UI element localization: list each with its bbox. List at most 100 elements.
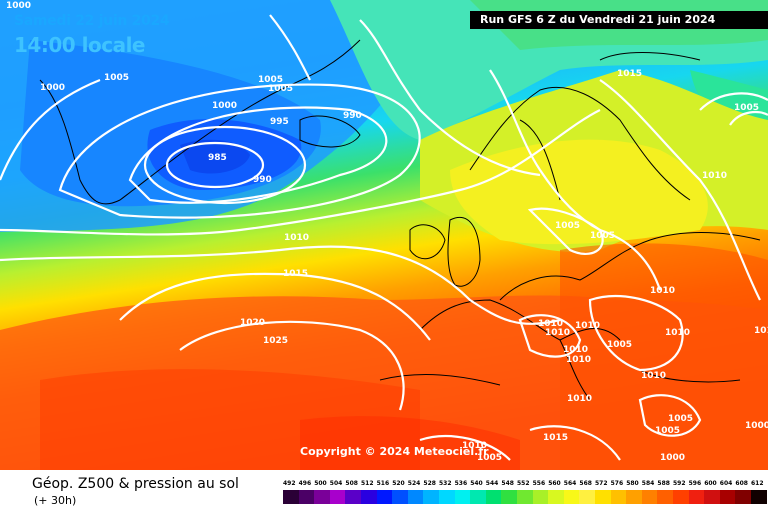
scale-color-cell (704, 490, 720, 504)
scale-value-label: 576 (610, 480, 624, 487)
scale-color-cell (563, 490, 580, 504)
weather-map: 1000 1005 1005 1005 1000 1000 985 990 99… (0, 0, 768, 470)
isobar-label: 1010 (641, 371, 666, 381)
isobar-label: 1010 (563, 345, 588, 355)
isobar-label: 1000 (6, 1, 31, 11)
scale-color-cell (485, 490, 502, 504)
scale-value-label: 560 (548, 480, 561, 487)
scale-color-cell (392, 490, 408, 504)
forecast-offset: (+ 30h) (34, 494, 77, 507)
isobar-label: 1025 (263, 336, 288, 346)
isobar-label: 1005 (668, 414, 693, 424)
scale-color-cell (548, 490, 564, 504)
isobar-label: 1005 (258, 75, 283, 85)
scale-color-cell (361, 490, 377, 504)
scale-value-label: 600 (704, 480, 717, 487)
scale-color-cell (610, 490, 627, 504)
scale-color-cell (751, 490, 767, 504)
scale-color-cell (454, 490, 471, 504)
forecast-time: 14:00 locale (14, 33, 146, 57)
scale-value-label: 528 (423, 480, 436, 487)
isobar-label: 1015 (617, 69, 642, 79)
scale-color-cell (439, 490, 455, 504)
isobar-label: 1020 (240, 318, 265, 328)
isobar-label: 1015 (543, 433, 568, 443)
scale-color-cell (314, 490, 330, 504)
scale-color-cell (329, 490, 346, 504)
copyright: Copyright © 2024 Meteociel.fr (300, 445, 489, 458)
run-info: Run GFS 6 Z du Vendredi 21 juin 2024 (470, 11, 768, 29)
scale-value-label: 596 (688, 480, 702, 487)
isobar-label: 1010 (754, 326, 768, 336)
isobar-label: 990 (343, 111, 362, 121)
scale-value-label: 532 (439, 480, 452, 487)
scale-color-cell (470, 490, 486, 504)
scale-value-label: 592 (673, 480, 686, 487)
scale-value-label: 568 (579, 480, 592, 487)
scale-value-label: 492 (283, 480, 296, 487)
isobar-label: 1005 (268, 84, 293, 94)
scale-value-label: 516 (376, 480, 390, 487)
isobar-label: 1010 (575, 321, 600, 331)
scale-color-cell (735, 490, 751, 504)
scale-color-cell (532, 490, 549, 504)
scale-value-label: 572 (595, 480, 608, 487)
isobar-label: 990 (253, 175, 272, 185)
isobar-label: 1010 (462, 441, 487, 451)
scale-value-label: 580 (626, 480, 639, 487)
scale-color-cell (719, 490, 736, 504)
scale-color-cell (501, 490, 517, 504)
scale-value-label: 588 (657, 480, 670, 487)
isobar-label: 1005 (655, 426, 680, 436)
isobar-label: 1015 (283, 269, 308, 279)
isobar-label: 985 (208, 153, 227, 163)
scale-value-label: 564 (563, 480, 577, 487)
isobar-label: 1005 (590, 231, 615, 241)
isobar-label: 1000 (745, 421, 768, 431)
scale-value-label: 508 (345, 480, 358, 487)
isobar-label: 1010 (566, 355, 591, 365)
isobar-label: 1010 (545, 328, 570, 338)
isobar-label: 1000 (660, 453, 685, 463)
scale-color-cell (657, 490, 673, 504)
scale-color-cell (283, 490, 299, 504)
scale-value-label: 612 (751, 480, 764, 487)
scale-value-label: 548 (501, 480, 514, 487)
scale-value-label: 604 (719, 480, 733, 487)
scale-color-cell (641, 490, 658, 504)
scale-value-label: 556 (532, 480, 546, 487)
isobar-label: 995 (270, 117, 289, 127)
scale-value-label: 540 (470, 480, 483, 487)
scale-value-label: 520 (392, 480, 405, 487)
scale-color-cell (673, 490, 689, 504)
geopotential-field: 1000 1005 1005 1005 1000 1000 985 990 99… (0, 0, 768, 470)
forecast-date: Samedi 22 juin 2024 (14, 13, 170, 29)
isobar-label: 1005 (734, 103, 759, 113)
isobar-label: 1010 (650, 286, 675, 296)
scale-value-label: 512 (361, 480, 374, 487)
scale-value-label: 500 (314, 480, 327, 487)
chart-title: Géop. Z500 & pression au sol (32, 476, 239, 492)
scale-color-cell (595, 490, 611, 504)
scale-color-cell (345, 490, 361, 504)
scale-color-cell (688, 490, 705, 504)
scale-value-label: 608 (735, 480, 748, 487)
isobar-label: 1010 (702, 171, 727, 181)
scale-value-label: 536 (454, 480, 468, 487)
isobar-label: 1005 (607, 340, 632, 350)
scale-color-cell (298, 490, 315, 504)
scale-value-label: 552 (517, 480, 530, 487)
isobar-label: 1010 (284, 233, 309, 243)
isobar-label: 1010 (538, 319, 563, 329)
isobar-label: 1000 (40, 83, 65, 93)
scale-value-label: 496 (298, 480, 312, 487)
isobar-label: 1010 (665, 328, 690, 338)
isobar-label: 1000 (212, 101, 237, 111)
scale-value-label: 524 (407, 480, 421, 487)
scale-color-cell (626, 490, 642, 504)
isobar-label: 1005 (477, 453, 502, 463)
scale-color-cell (376, 490, 393, 504)
isobar-label: 1005 (555, 221, 580, 231)
scale-value-label: 544 (485, 480, 499, 487)
scale-value-label: 504 (329, 480, 343, 487)
